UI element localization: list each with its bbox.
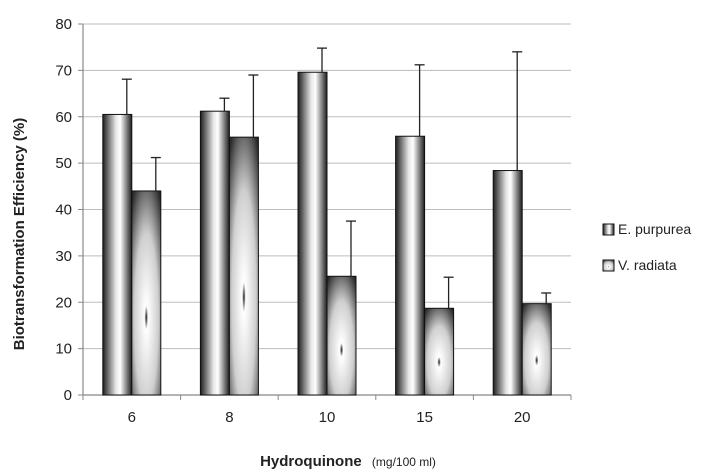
y-tick-labels: 0 10 20 30 40 50 60 70 80 <box>55 16 72 404</box>
y-tick-label: 0 <box>64 387 72 404</box>
bar-e-purpurea <box>396 136 425 395</box>
x-tick-label: 20 <box>514 409 531 426</box>
x-axis-title-main: Hydroquinone <box>260 453 362 470</box>
y-tick-label: 70 <box>55 62 72 79</box>
y-tick-label: 40 <box>55 202 72 219</box>
x-tick-labels: 6 8 10 15 20 <box>128 409 531 426</box>
bar-e-purpurea <box>200 111 229 395</box>
bar-e-purpurea <box>103 114 132 395</box>
x-tick-label: 10 <box>319 409 336 426</box>
y-tick-label: 50 <box>55 155 72 172</box>
bar-v-radiata <box>327 276 356 395</box>
bar-v-radiata <box>132 191 161 395</box>
x-tick-label: 8 <box>225 409 233 426</box>
y-tick-label: 30 <box>55 248 72 265</box>
y-axis-title: Biotransformation Efficiency (%) <box>11 118 28 351</box>
y-tick-label: 20 <box>55 294 72 311</box>
bar-v-radiata <box>229 137 258 395</box>
x-tick-label: 6 <box>128 409 136 426</box>
x-tick-label: 15 <box>416 409 433 426</box>
bars <box>103 72 551 395</box>
legend-label-v-radiata: V. radiata <box>618 257 677 273</box>
bar-e-purpurea <box>493 171 522 395</box>
legend-label-e-purpurea: E. purpurea <box>618 221 691 237</box>
y-tick-label: 80 <box>55 16 72 33</box>
bar-v-radiata <box>425 308 454 395</box>
y-tick-label: 60 <box>55 109 72 126</box>
bar-v-radiata <box>522 304 551 395</box>
legend-swatch-v-radiata <box>603 260 614 271</box>
error-bars <box>122 48 551 308</box>
x-axis-title: Hydroquinone (mg/100 ml) <box>260 453 436 470</box>
bar-e-purpurea <box>298 72 327 395</box>
y-tick-label: 10 <box>55 341 72 358</box>
x-axis-title-unit: (mg/100 ml) <box>372 455 436 469</box>
legend: E. purpurea V. radiata <box>603 221 691 273</box>
legend-swatch-e-purpurea <box>603 224 614 235</box>
